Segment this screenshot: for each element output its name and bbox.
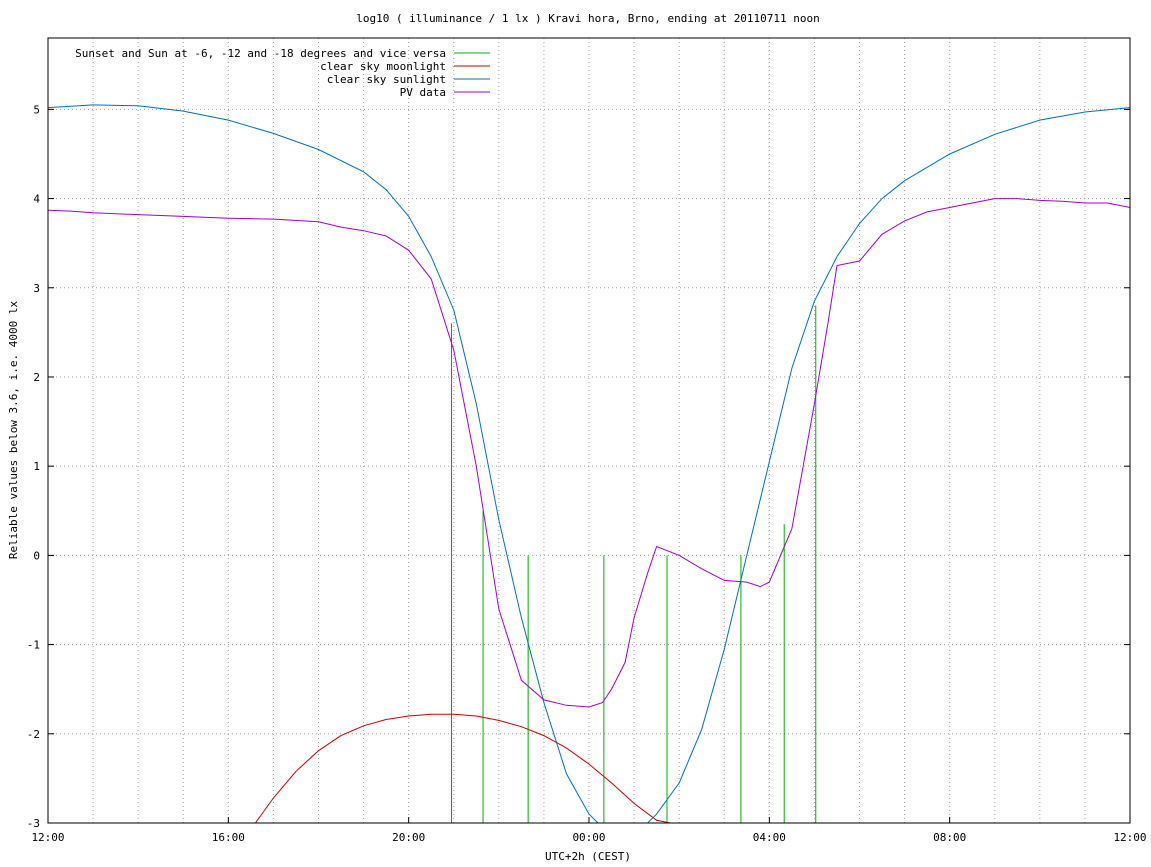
- x-tick-label: 00:00: [572, 831, 605, 844]
- y-tick-label: 1: [33, 460, 40, 473]
- x-tick-label: 04:00: [753, 831, 786, 844]
- x-tick-label: 08:00: [933, 831, 966, 844]
- y-tick-label: 3: [33, 282, 40, 295]
- y-axis-label: Reliable values below 3.6, i.e. 4000 lx: [7, 300, 20, 559]
- legend-label: clear sky moonlight: [320, 60, 446, 73]
- legend-label: Sunset and Sun at -6, -12 and -18 degree…: [75, 47, 446, 60]
- y-tick-label: -2: [27, 728, 40, 741]
- series-layer: [47, 104, 1131, 824]
- legend-label: clear sky sunlight: [327, 73, 446, 86]
- tick-layer: 12:00 16:00 20:00 00:00 04:00 08:00 12:00-3-2-…: [27, 103, 1147, 844]
- y-tick-label: -3: [27, 817, 40, 830]
- x-tick-label: 20:00: [392, 831, 425, 844]
- series-line-2: [47, 104, 1131, 824]
- legend-label: PV data: [400, 86, 446, 99]
- y-tick-label: 0: [33, 549, 40, 562]
- y-tick-label: 5: [33, 103, 40, 116]
- y-tick-label: -1: [27, 639, 40, 652]
- x-tick-label: 16:00: [212, 831, 245, 844]
- legend: Sunset and Sun at -6, -12 and -18 degree…: [75, 47, 490, 99]
- x-tick-label: 12:00: [1113, 831, 1146, 844]
- y-tick-label: 2: [33, 371, 40, 384]
- chart-title: log10 ( illuminance / 1 lx ) Kravi hora,…: [356, 12, 820, 25]
- series-line-3: [47, 198, 1131, 708]
- grid-layer: [48, 38, 1130, 823]
- y-tick-label: 4: [33, 193, 40, 206]
- series-line-1: [254, 713, 671, 824]
- x-axis-label: UTC+2h (CEST): [545, 850, 631, 863]
- x-tick-label: 12:00: [31, 831, 64, 844]
